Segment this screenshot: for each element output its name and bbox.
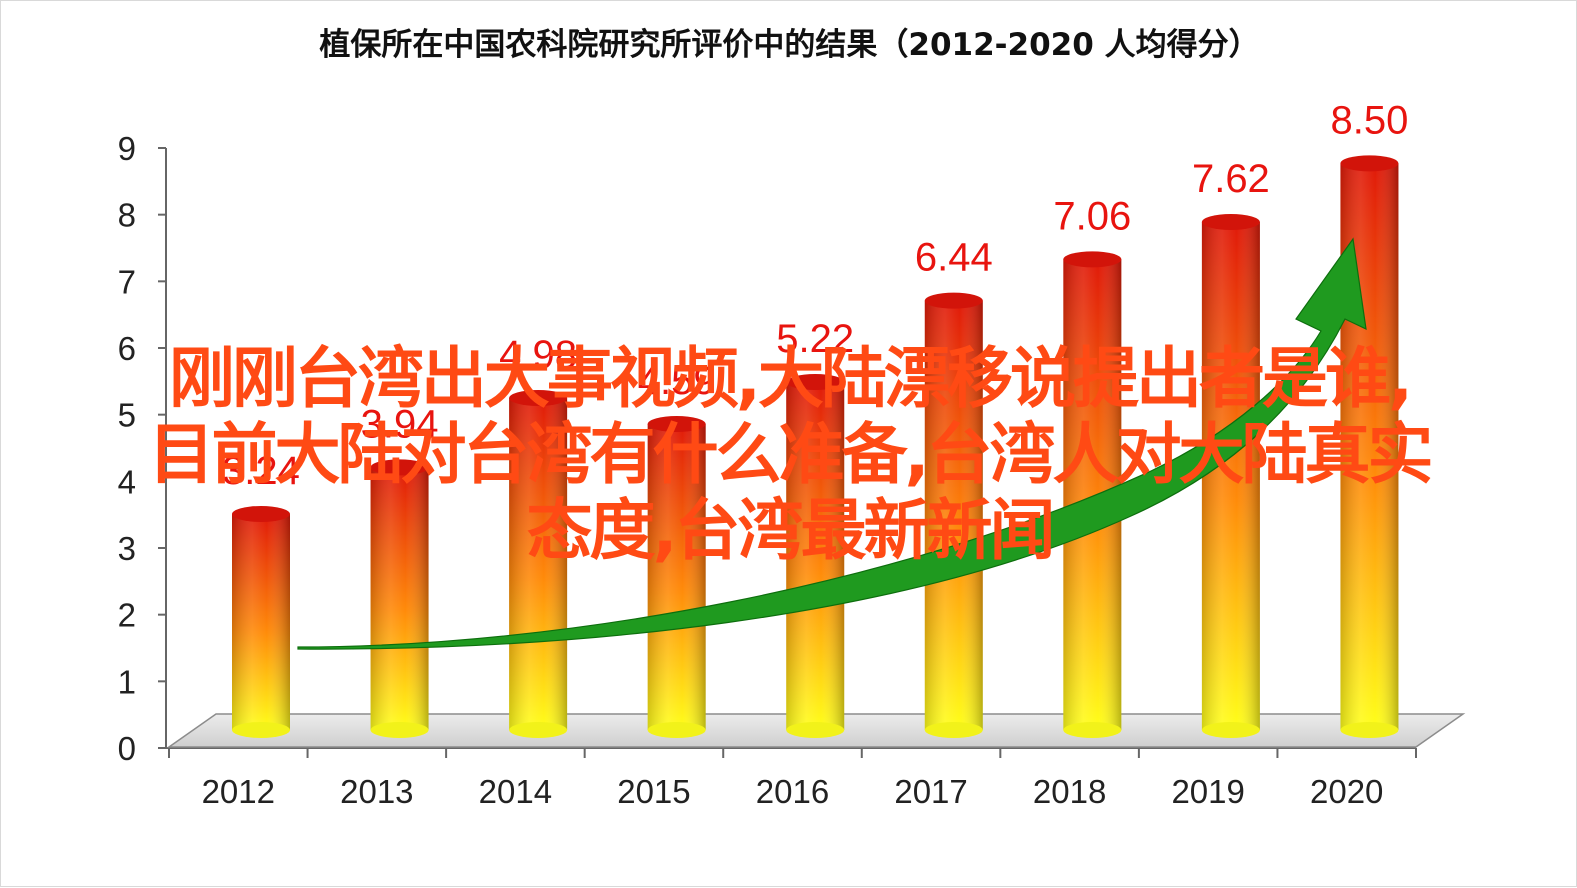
- data-label: 3.24: [222, 449, 300, 493]
- data-label: 4.98: [499, 333, 577, 377]
- bar-top: [509, 390, 568, 406]
- bar-top: [924, 292, 983, 309]
- bar-shading: [924, 300, 983, 730]
- bar-top: [1201, 214, 1260, 230]
- bar: [1201, 214, 1260, 738]
- data-label: 3.94: [361, 402, 439, 446]
- data-label: 5.22: [776, 317, 854, 361]
- chart-title: 植保所在中国农科院研究所评价中的结果（2012-2020 人均得分）: [319, 27, 1260, 63]
- bar-top: [1063, 251, 1122, 268]
- bar-shading: [232, 514, 290, 730]
- x-tick-label: 2012: [202, 773, 275, 810]
- bar: [232, 506, 290, 738]
- bar-shading: [786, 382, 845, 730]
- bar-base: [647, 722, 706, 738]
- y-tick-label: 9: [118, 130, 136, 167]
- y-tick-label: 7: [118, 263, 136, 300]
- bar-top: [232, 506, 290, 522]
- bars: [232, 155, 1399, 738]
- y-tick-label: 5: [118, 397, 136, 434]
- x-tick-label: 2019: [1171, 773, 1244, 810]
- data-label: 4.59: [638, 359, 716, 403]
- x-tick-label: 2015: [617, 773, 690, 810]
- y-tick-label: 1: [118, 663, 136, 700]
- bar-base: [1201, 722, 1260, 738]
- bar-shading: [370, 467, 429, 730]
- y-tick-label: 3: [118, 530, 136, 567]
- y-tick-label: 0: [118, 730, 136, 767]
- data-label: 6.44: [915, 236, 993, 280]
- bar: [786, 374, 845, 738]
- bar-base: [1340, 722, 1399, 738]
- x-tick-label: 2020: [1310, 773, 1383, 810]
- bar: [1340, 155, 1399, 738]
- x-tick-label: 2014: [479, 773, 552, 810]
- bar-shading: [1201, 222, 1260, 730]
- y-tick-label: 2: [118, 597, 136, 634]
- bar-base: [1063, 722, 1122, 738]
- bar-base: [232, 722, 290, 738]
- bar: [924, 292, 983, 738]
- x-tick-label: 2016: [756, 773, 829, 810]
- x-tick-label: 2018: [1033, 773, 1106, 810]
- bar-top: [647, 416, 706, 432]
- bar-shading: [647, 424, 706, 730]
- bar-top: [786, 374, 845, 390]
- trend-arrow-shape: [297, 237, 1367, 650]
- y-tick-label: 6: [118, 330, 136, 367]
- axes: 0 1 2 3 4 5 6 7 8 9 2012 2013 2014 2015 2016 2017 2018 20…: [118, 130, 1417, 810]
- x-tick-label: 2013: [340, 773, 413, 810]
- bar-shading: [509, 398, 568, 730]
- data-label: 8.50: [1331, 98, 1409, 142]
- x-tick-label: 2017: [894, 773, 967, 810]
- bar: [647, 416, 706, 738]
- trend-arrow: [297, 237, 1367, 650]
- bar: [370, 459, 429, 738]
- bar-base: [509, 722, 568, 738]
- bar-base: [924, 722, 983, 738]
- bar-base: [370, 722, 429, 738]
- data-labels: 3.24 3.94 4.98 4.59 5.22 6.44 7.06 7.62 8.50: [222, 98, 1408, 493]
- bar-top: [370, 459, 429, 476]
- y-tick-label: 4: [118, 463, 136, 500]
- data-label: 7.06: [1053, 194, 1131, 238]
- bar-base: [786, 722, 845, 738]
- data-label: 7.62: [1192, 157, 1270, 201]
- y-tick-label: 8: [118, 197, 136, 234]
- bar-top: [1340, 155, 1399, 172]
- bar: [509, 390, 568, 738]
